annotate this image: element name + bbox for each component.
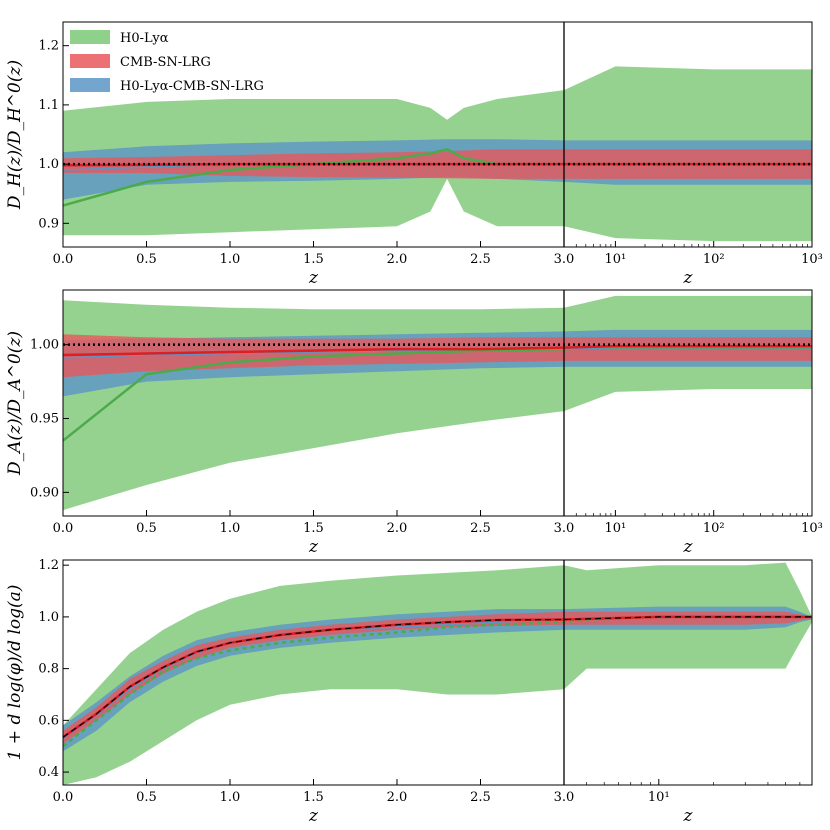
xtick-label-top-1: 0.5 [136, 252, 157, 267]
ytick-label-middle-2: 1.00 [30, 338, 59, 353]
xtick-log-label-middle-0: 10¹ [605, 521, 627, 536]
ytick-label-middle-0: 0.90 [30, 485, 59, 500]
reference-curve-bottom [63, 616, 812, 738]
panel-top: 0.9 1.0 1.1 1.2 0.0 0.5 1.0 1.5 2.0 2.5 3.0 10¹ 10² 1… [5, 21, 823, 288]
ytick-label-bottom-4: 1.2 [38, 558, 59, 573]
xtick-label-middle-1: 0.5 [136, 521, 157, 536]
ylabel-top: D_H(z)/D_H^0(z) [5, 60, 25, 210]
xtick-label-middle-4: 2.0 [387, 521, 408, 536]
legend-swatch-0 [70, 30, 110, 44]
xtick-label-bottom-6: 3.0 [554, 790, 575, 805]
panel-bottom: 0.4 0.6 0.8 1.0 1.2 0.0 0.5 1.0 1.5 2.0 2.5 3.0 10¹ z… [5, 558, 813, 826]
xtick-log-label-top-1: 10² [703, 252, 725, 267]
xtick-label-top-3: 1.5 [303, 252, 324, 267]
xtick-log-label-middle-2: 10³ [801, 521, 823, 536]
mean-line-middle-2 [63, 344, 812, 357]
xtick-label-bottom-2: 1.0 [220, 790, 241, 805]
ytick-label-bottom-2: 0.8 [38, 662, 59, 677]
frame-top [62, 21, 813, 248]
xtick-label-bottom-1: 0.5 [136, 790, 157, 805]
legend-label-0: H0-Lyα [120, 31, 169, 46]
xtick-label-middle-2: 1.0 [220, 521, 241, 536]
frame-bottom [62, 559, 813, 786]
xtick-log-label-top-0: 10¹ [605, 252, 627, 267]
xtick-label-middle-6: 3.0 [554, 521, 575, 536]
xtick-label-top-5: 2.5 [470, 252, 491, 267]
plot-area-top [63, 66, 812, 242]
xtick-label-bottom-5: 2.5 [470, 790, 491, 805]
legend-label-1: CMB-SN-LRG [120, 55, 211, 70]
ytick-label-bottom-0: 0.4 [38, 765, 59, 780]
band-middle-0 [63, 295, 812, 511]
xtick-label-top-0: 0.0 [53, 252, 74, 267]
legend: H0-Lyα CMB-SN-LRG H0-Lyα-CMB-SN-LRG [70, 30, 264, 94]
xlabel-top-1: z [683, 268, 694, 288]
xtick-label-middle-3: 1.5 [303, 521, 324, 536]
ytick-label-bottom-3: 1.0 [38, 610, 59, 625]
ytick-label-bottom-1: 0.6 [38, 713, 59, 728]
xtick-label-middle-0: 0.0 [53, 521, 74, 536]
xtick-log-label-middle-1: 10² [703, 521, 725, 536]
xtick-log-label-top-2: 10³ [801, 252, 823, 267]
xlabel-middle-0: z [308, 537, 319, 557]
xlabel-top-0: z [308, 268, 319, 288]
legend-label-2: H0-Lyα-CMB-SN-LRG [120, 79, 264, 94]
xlabel-bottom-1: z [683, 806, 694, 826]
ytick-label-top-1: 1.0 [38, 157, 59, 172]
plot-area-middle [63, 295, 812, 511]
ytick-label-top-0: 0.9 [38, 216, 59, 231]
xlabel-middle-1: z [683, 537, 694, 557]
xtick-label-top-4: 2.0 [387, 252, 408, 267]
xlabel-bottom-0: z [308, 806, 319, 826]
xtick-label-middle-5: 2.5 [470, 521, 491, 536]
xtick-label-top-6: 3.0 [554, 252, 575, 267]
band-bottom-2 [63, 611, 812, 744]
xtick-log-label-bottom-0: 10¹ [648, 790, 670, 805]
ytick-label-top-2: 1.1 [38, 98, 59, 113]
xtick-label-bottom-0: 0.0 [53, 790, 74, 805]
xtick-label-bottom-3: 1.5 [303, 790, 324, 805]
frame-middle [62, 289, 813, 517]
ytick-label-middle-1: 0.95 [30, 412, 59, 427]
xtick-label-bottom-4: 2.0 [387, 790, 408, 805]
panel-middle: 0.90 0.95 1.00 0.0 0.5 1.0 1.5 2.0 2.5 3.0 10¹ 10² 1… [5, 289, 823, 557]
xtick-label-top-2: 1.0 [220, 252, 241, 267]
legend-swatch-2 [70, 78, 110, 92]
ylabel-middle: D_A(z)/D_A^0(z) [5, 331, 25, 476]
ylabel-bottom: 1 + d log(φ)/d log(a) [5, 585, 25, 761]
plot-area-bottom [63, 562, 812, 785]
ytick-label-top-3: 1.2 [38, 39, 59, 54]
legend-swatch-1 [70, 54, 110, 68]
